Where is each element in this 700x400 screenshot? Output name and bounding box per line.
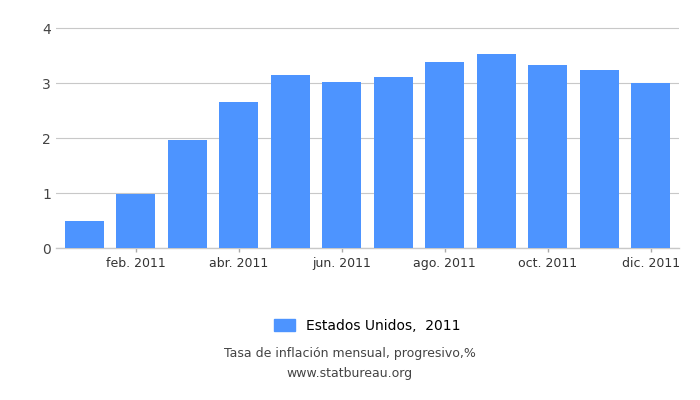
Bar: [528, 65, 567, 248]
Text: Tasa de inflación mensual, progresivo,%
www.statbureau.org: Tasa de inflación mensual, progresivo,% …: [224, 348, 476, 380]
Bar: [323, 82, 361, 248]
Bar: [374, 77, 412, 248]
Bar: [168, 140, 206, 248]
Bar: [220, 102, 258, 248]
Bar: [426, 62, 464, 248]
Bar: [631, 83, 670, 248]
Bar: [65, 220, 104, 248]
Bar: [271, 76, 309, 248]
Bar: [580, 70, 619, 248]
Bar: [116, 194, 155, 248]
Bar: [477, 54, 515, 248]
Legend: Estados Unidos,  2011: Estados Unidos, 2011: [274, 319, 461, 333]
